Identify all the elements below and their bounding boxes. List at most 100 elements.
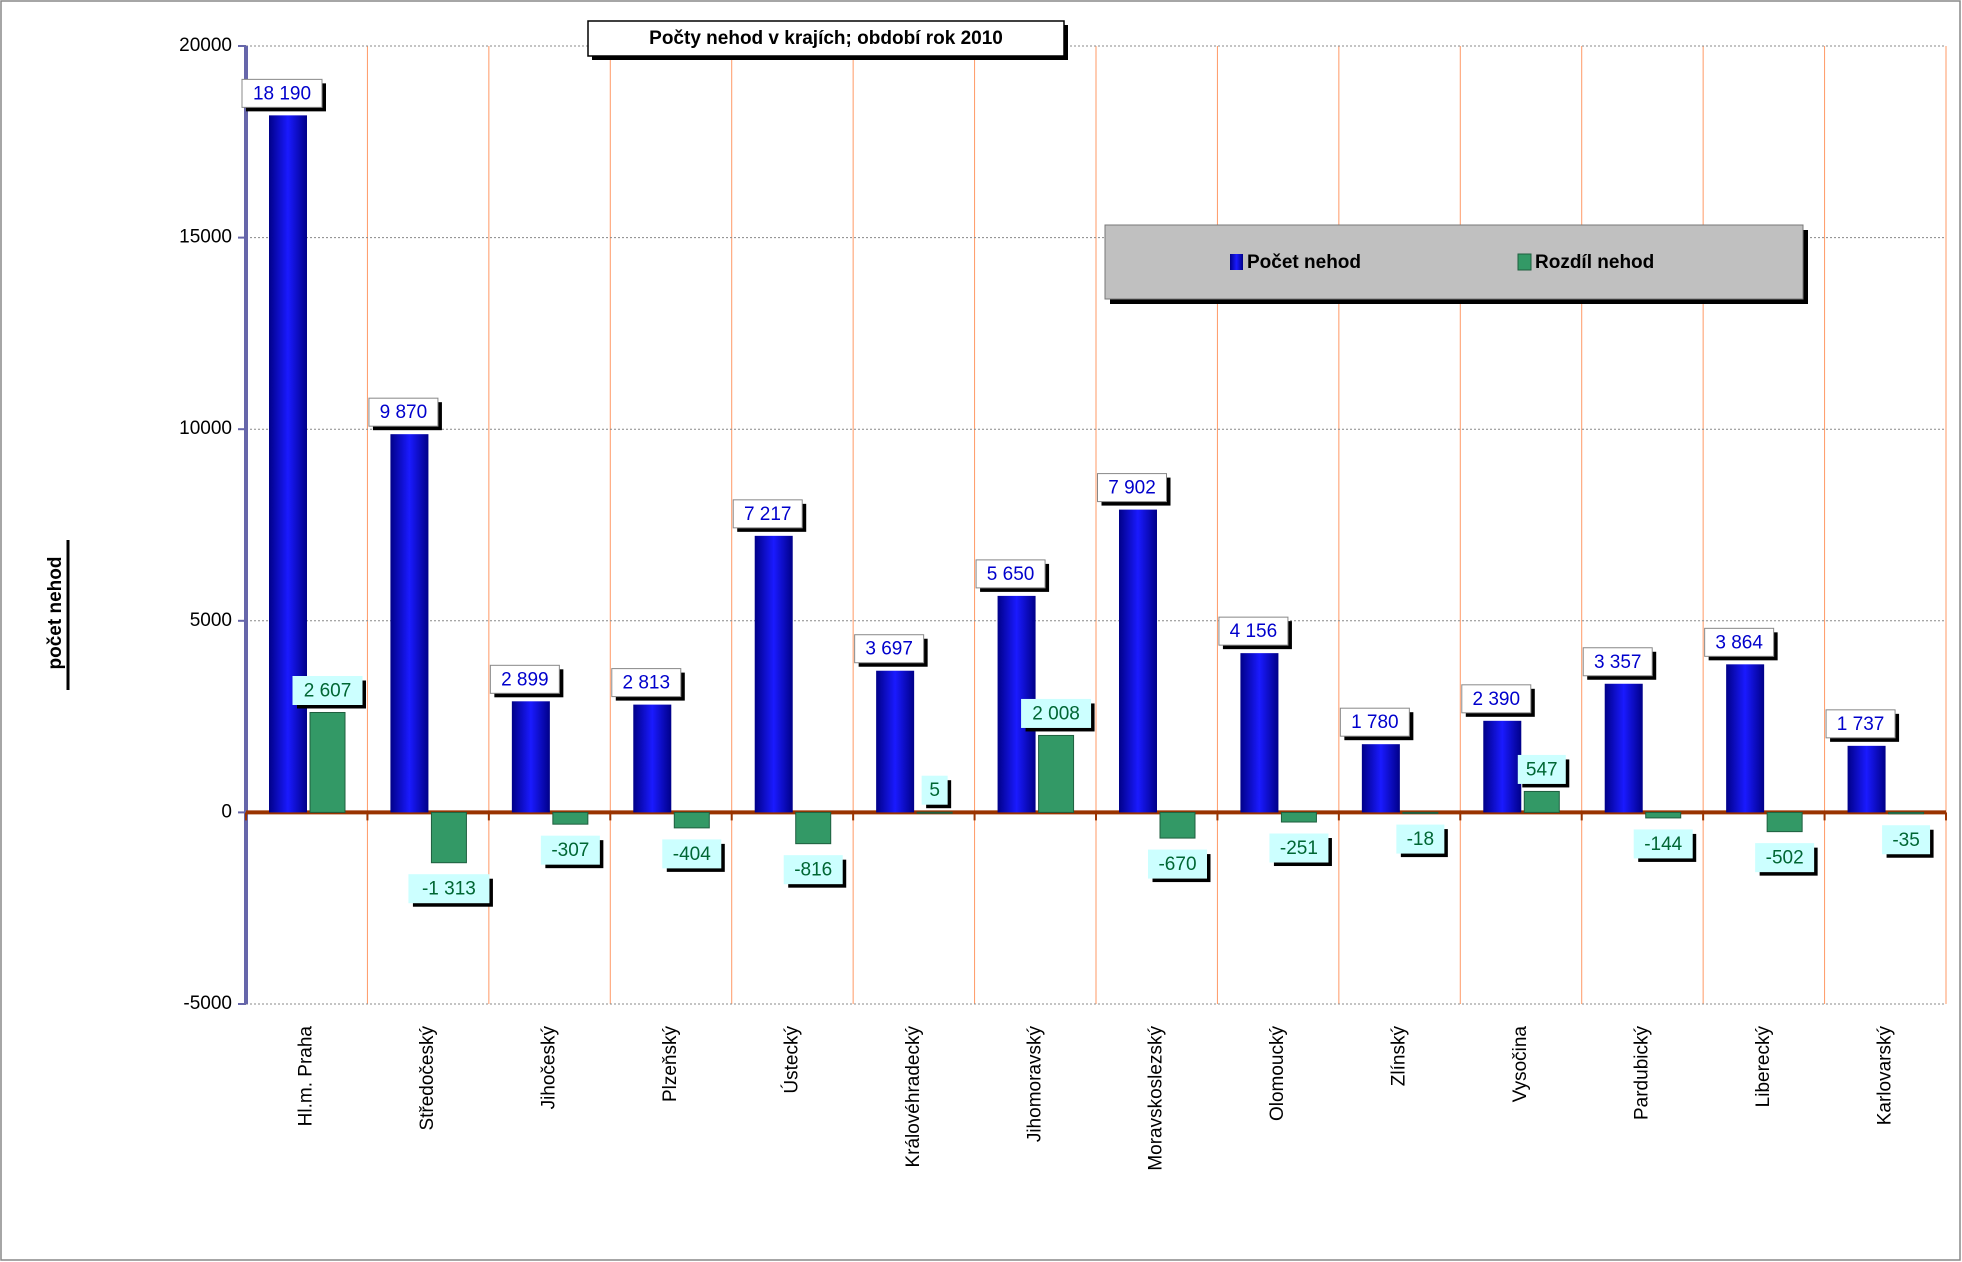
- value-label: 7 217: [744, 504, 792, 525]
- value-label: -404: [673, 844, 711, 865]
- legend-box: [1104, 224, 1804, 300]
- value-label: 5 650: [987, 564, 1035, 585]
- value-label: -144: [1644, 834, 1682, 855]
- x-tick-label: Jihomoravský: [1024, 1026, 1045, 1143]
- bar: [1523, 790, 1560, 813]
- title-box: [587, 20, 1065, 57]
- value-label-box: [1517, 754, 1566, 784]
- y-tick-label: 0: [221, 801, 232, 822]
- value-label: 5: [929, 780, 940, 801]
- bar: [916, 811, 953, 814]
- value-label-box: [1582, 647, 1653, 677]
- bar: [1038, 734, 1075, 813]
- value-label-box: [1339, 707, 1410, 737]
- value-label-box: [1633, 829, 1693, 859]
- value-label-box: [1148, 849, 1207, 879]
- value-label: 4 156: [1230, 621, 1278, 642]
- y-tick-label: 10000: [179, 418, 232, 439]
- value-label-box: [292, 675, 363, 705]
- value-label-box: [368, 397, 439, 427]
- value-label-box: [1704, 627, 1775, 657]
- x-tick-label: Karlovarský: [1874, 1026, 1895, 1126]
- value-label-box: [540, 835, 600, 865]
- value-label: 3 357: [1594, 652, 1642, 673]
- y-tick-label: -5000: [183, 993, 232, 1014]
- value-label-box: [1882, 825, 1931, 855]
- value-label-box: [783, 855, 843, 885]
- value-label: -670: [1158, 854, 1196, 875]
- value-label-box: [1755, 843, 1815, 873]
- bar: [1604, 683, 1643, 813]
- value-label-box: [921, 775, 948, 805]
- value-label: 18 190: [253, 83, 311, 104]
- x-tick-label: Zlínský: [1389, 1026, 1410, 1087]
- value-label: 7 902: [1108, 478, 1156, 499]
- value-label-box: [1218, 616, 1289, 646]
- bar: [876, 670, 915, 813]
- bar: [1766, 811, 1803, 833]
- bar: [390, 434, 429, 813]
- bar: [1240, 653, 1279, 813]
- bar: [633, 704, 672, 813]
- bar: [1847, 745, 1886, 813]
- bar: [430, 811, 467, 864]
- bar: [511, 701, 550, 813]
- value-label-box: [1396, 824, 1445, 854]
- bar: [552, 811, 589, 825]
- x-tick-label: Pardubický: [1631, 1026, 1652, 1120]
- value-label: 1 780: [1351, 712, 1399, 733]
- y-tick-label: 5000: [190, 610, 232, 631]
- bar: [1402, 811, 1439, 814]
- legend-swatch: [1517, 253, 1532, 271]
- bar: [1361, 744, 1400, 813]
- value-label: -251: [1280, 838, 1318, 859]
- value-label: -502: [1766, 848, 1804, 869]
- value-label: 2 813: [623, 673, 671, 694]
- x-tick-label: Královéhradecký: [903, 1026, 924, 1168]
- value-label-box: [975, 559, 1046, 589]
- bar: [795, 811, 832, 845]
- bar: [1483, 720, 1522, 813]
- value-label-box: [1269, 833, 1329, 863]
- bar: [754, 535, 793, 813]
- value-label-box: [1021, 698, 1092, 728]
- value-label: -1 313: [422, 879, 476, 900]
- legend-swatch: [1230, 254, 1243, 270]
- x-tick-label: Hl.m. Praha: [296, 1026, 317, 1127]
- bar: [1888, 811, 1925, 815]
- bar: [1280, 811, 1317, 823]
- value-label: -18: [1407, 829, 1434, 850]
- value-label-box: [1461, 684, 1532, 714]
- y-tick-label: 15000: [179, 227, 232, 248]
- value-label-box: [854, 634, 925, 664]
- value-label: -307: [551, 840, 589, 861]
- value-label-box: [662, 839, 722, 869]
- value-label: 3 697: [865, 639, 913, 660]
- y-axis-label: počet nehod: [45, 557, 66, 670]
- value-label-box: [489, 664, 560, 694]
- bar: [673, 811, 710, 829]
- bar: [1159, 811, 1196, 839]
- x-tick-label: Moravskoslezský: [1146, 1026, 1167, 1171]
- x-tick-label: Středočeský: [417, 1026, 438, 1131]
- value-label-box: [1825, 709, 1896, 739]
- value-label-box: [732, 499, 803, 529]
- legend-label: Počet nehod: [1247, 252, 1361, 273]
- value-label: 2 607: [304, 681, 352, 702]
- bar: [309, 711, 346, 813]
- x-tick-label: Ústecký: [780, 1026, 802, 1094]
- y-tick-label: 20000: [179, 35, 232, 56]
- value-label: -35: [1892, 830, 1919, 851]
- x-tick-label: Vysočina: [1510, 1026, 1531, 1103]
- value-label-box: [241, 78, 323, 108]
- value-label: 9 870: [380, 402, 428, 423]
- x-tick-label: Jihočeský: [539, 1026, 560, 1110]
- chart-title: Počty nehod v krajích; období rok 2010: [649, 28, 1003, 49]
- x-tick-label: Plzeňský: [660, 1026, 681, 1103]
- bar: [1726, 664, 1765, 813]
- value-label: 547: [1526, 759, 1558, 780]
- value-label: 2 390: [1473, 689, 1521, 710]
